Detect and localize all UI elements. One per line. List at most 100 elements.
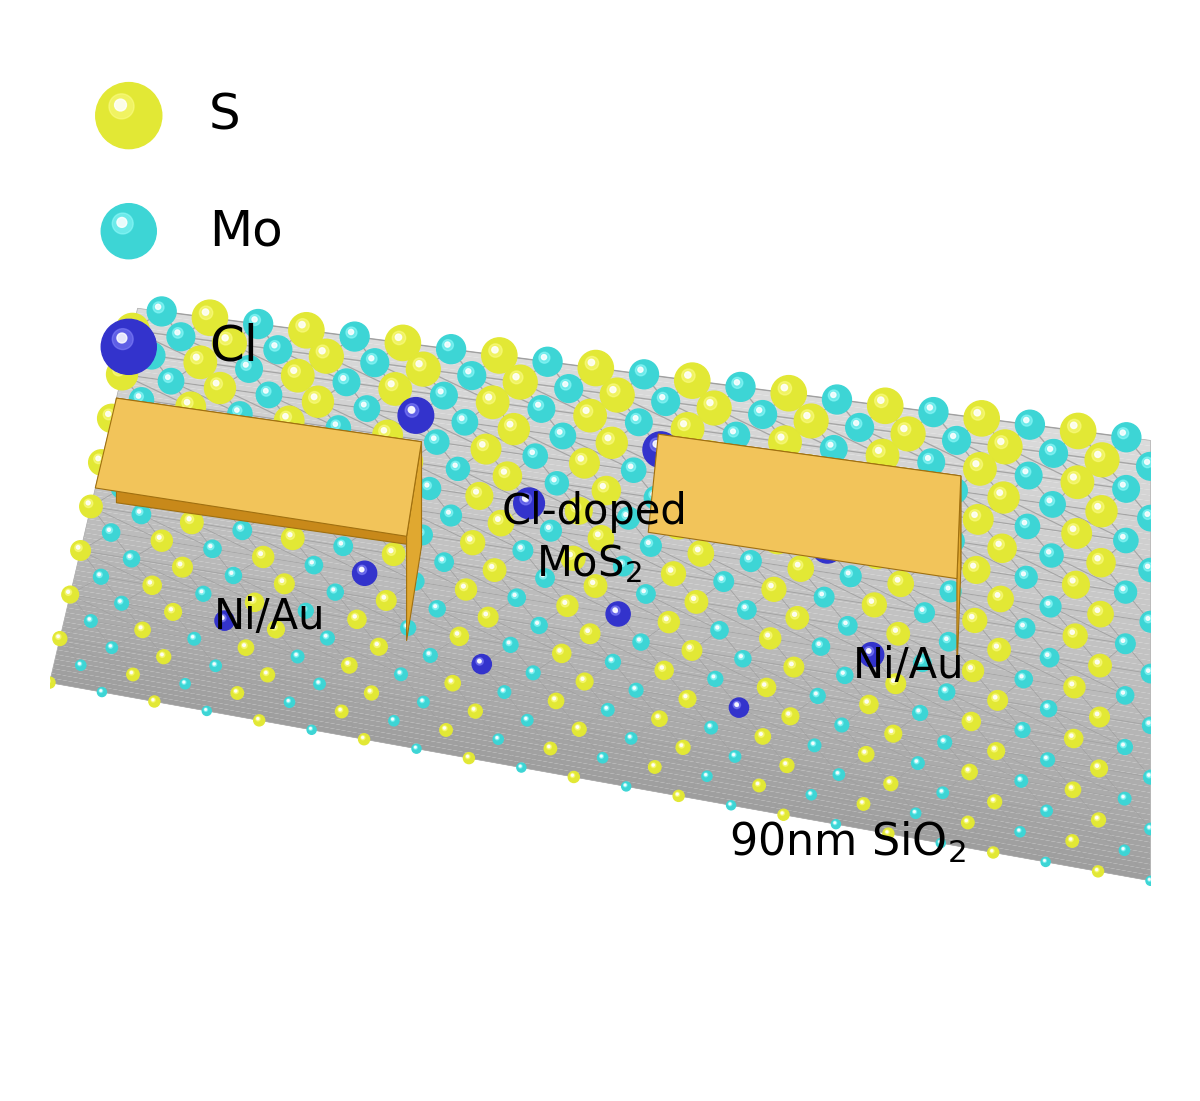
Circle shape: [557, 429, 562, 434]
Circle shape: [359, 400, 368, 410]
Circle shape: [308, 727, 312, 730]
Polygon shape: [121, 374, 1151, 523]
Circle shape: [1045, 653, 1049, 656]
Circle shape: [547, 745, 550, 748]
Polygon shape: [120, 379, 1151, 528]
Polygon shape: [107, 435, 1151, 595]
Circle shape: [889, 520, 917, 548]
Circle shape: [626, 462, 636, 471]
Circle shape: [683, 694, 689, 700]
Circle shape: [452, 464, 457, 467]
Circle shape: [1066, 835, 1079, 848]
Circle shape: [652, 711, 667, 727]
Circle shape: [1069, 786, 1073, 788]
Circle shape: [265, 672, 268, 674]
Circle shape: [810, 688, 826, 704]
Circle shape: [311, 560, 313, 564]
Circle shape: [518, 546, 522, 549]
Circle shape: [143, 576, 161, 595]
Circle shape: [942, 739, 944, 741]
Circle shape: [868, 650, 871, 653]
Circle shape: [443, 339, 454, 350]
Circle shape: [732, 700, 746, 715]
Circle shape: [173, 328, 184, 338]
Circle shape: [498, 414, 529, 445]
Circle shape: [191, 634, 196, 640]
Circle shape: [338, 707, 343, 712]
Circle shape: [504, 418, 516, 430]
Polygon shape: [64, 617, 1151, 809]
Circle shape: [151, 531, 173, 552]
Circle shape: [439, 556, 445, 563]
Circle shape: [1020, 675, 1024, 678]
Circle shape: [122, 319, 136, 333]
Circle shape: [778, 434, 784, 440]
Circle shape: [113, 364, 125, 375]
Circle shape: [708, 672, 722, 686]
Circle shape: [809, 792, 812, 795]
Circle shape: [600, 483, 605, 489]
Circle shape: [427, 652, 430, 654]
Circle shape: [460, 582, 468, 590]
Circle shape: [655, 713, 661, 719]
Circle shape: [534, 400, 544, 411]
Circle shape: [325, 468, 330, 472]
Circle shape: [235, 690, 236, 693]
Circle shape: [600, 755, 602, 757]
Circle shape: [994, 696, 997, 699]
Circle shape: [473, 708, 475, 710]
Text: Mo: Mo: [209, 207, 283, 255]
Circle shape: [1092, 554, 1103, 564]
Circle shape: [160, 484, 184, 508]
Circle shape: [395, 448, 422, 476]
Polygon shape: [85, 528, 1151, 705]
Circle shape: [943, 426, 971, 455]
Circle shape: [230, 571, 233, 575]
Circle shape: [156, 534, 163, 542]
Circle shape: [288, 480, 313, 505]
Circle shape: [359, 733, 370, 744]
Circle shape: [622, 511, 630, 520]
Circle shape: [344, 661, 350, 666]
Circle shape: [563, 382, 568, 386]
Circle shape: [211, 378, 222, 390]
Circle shape: [400, 453, 410, 464]
Circle shape: [278, 577, 286, 585]
Circle shape: [1146, 564, 1150, 568]
Circle shape: [568, 553, 572, 557]
Circle shape: [967, 664, 974, 672]
Circle shape: [1096, 608, 1099, 612]
Polygon shape: [98, 472, 1151, 639]
Circle shape: [962, 712, 980, 731]
Circle shape: [1015, 827, 1025, 837]
Circle shape: [472, 487, 481, 498]
Circle shape: [386, 547, 396, 555]
Circle shape: [704, 773, 708, 777]
Polygon shape: [60, 631, 1151, 826]
Polygon shape: [108, 430, 1151, 589]
Circle shape: [851, 471, 856, 476]
Circle shape: [150, 414, 173, 437]
Circle shape: [402, 455, 408, 460]
Circle shape: [866, 439, 899, 471]
Circle shape: [257, 718, 259, 720]
Circle shape: [736, 705, 738, 707]
Circle shape: [964, 557, 990, 584]
Circle shape: [815, 587, 834, 607]
Circle shape: [205, 709, 206, 710]
Circle shape: [630, 360, 659, 389]
Circle shape: [1120, 846, 1129, 855]
Circle shape: [738, 601, 756, 619]
Circle shape: [432, 603, 438, 610]
Circle shape: [676, 793, 679, 796]
Circle shape: [644, 487, 667, 510]
Circle shape: [1090, 707, 1109, 727]
Circle shape: [570, 448, 599, 478]
Circle shape: [268, 453, 294, 480]
Circle shape: [1022, 521, 1026, 525]
Circle shape: [275, 459, 280, 465]
Circle shape: [1148, 826, 1150, 828]
Circle shape: [323, 633, 329, 639]
Circle shape: [1122, 691, 1124, 695]
Circle shape: [209, 545, 212, 547]
